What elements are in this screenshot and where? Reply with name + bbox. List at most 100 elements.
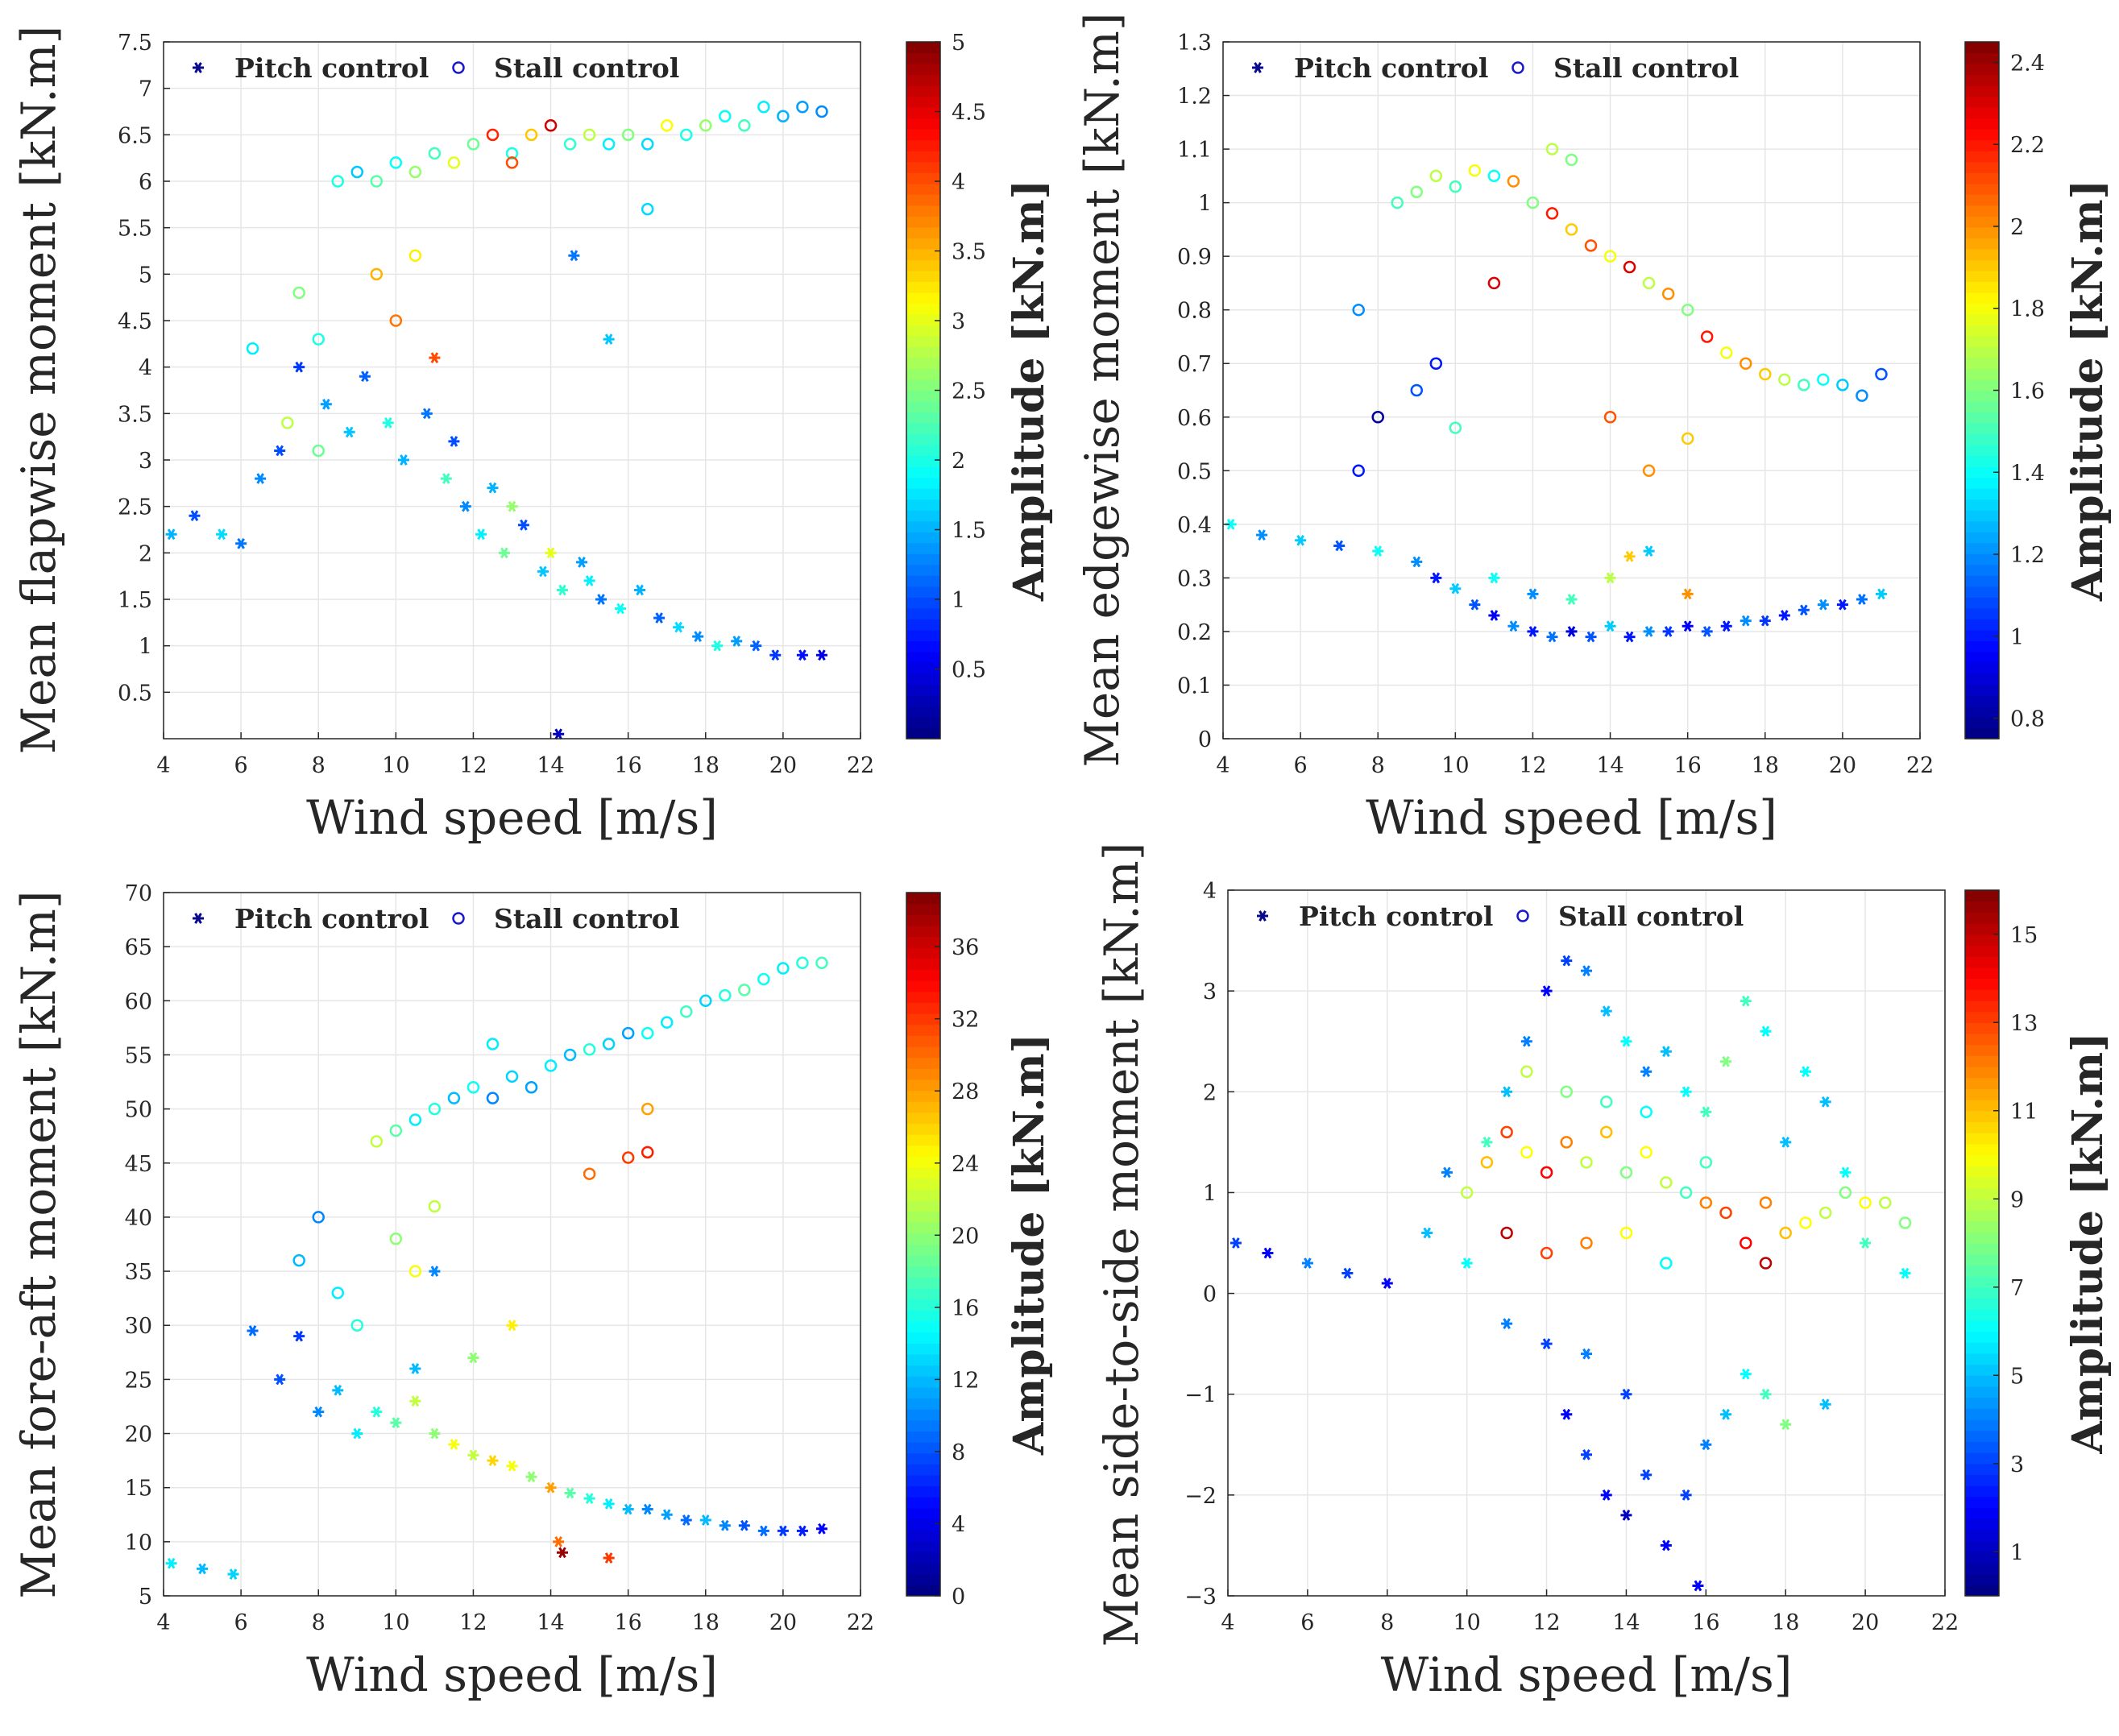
stall-point	[292, 1253, 305, 1267]
stall-point	[660, 119, 674, 132]
colorbar-segment	[1965, 1243, 1999, 1255]
pitch-point	[1778, 610, 1790, 621]
colorbar-segment	[906, 586, 940, 598]
stall-point	[641, 138, 654, 151]
colorbar-segment	[1965, 1121, 1999, 1133]
x-tick-label: 6	[234, 1610, 248, 1635]
stall-point	[1619, 1166, 1633, 1179]
pitch-point	[1720, 620, 1732, 632]
pitch-point	[553, 728, 565, 740]
stall-point	[699, 994, 712, 1008]
x-tick-label: 14	[537, 1610, 564, 1635]
colorbar-segment	[1965, 1077, 1999, 1089]
pitch-point	[1798, 604, 1810, 616]
stall-point	[1740, 1237, 1752, 1249]
colorbar-segment	[906, 1002, 940, 1014]
pitch-point	[1488, 572, 1500, 584]
colorbar-segment	[1965, 1011, 1999, 1023]
pitch-point	[475, 528, 487, 541]
colorbar-segment	[1965, 259, 1999, 271]
pitch-point	[1381, 1278, 1393, 1289]
colorbar-segment	[1965, 912, 1999, 924]
stall-point	[447, 1092, 461, 1104]
stall-point	[1540, 1246, 1553, 1260]
colorbar-tick-label: 8	[952, 1440, 965, 1465]
y-tick-label: −2	[1184, 1484, 1217, 1509]
colorbar-segment	[1965, 64, 1999, 76]
colorbar-segment	[1965, 1209, 1999, 1222]
stall-point	[1580, 1156, 1593, 1169]
colorbar-segment	[1965, 151, 1999, 163]
colorbar-segment	[906, 379, 940, 392]
y-tick-label: 2	[139, 541, 152, 566]
y-tick-label: 0	[1198, 727, 1212, 752]
pitch-point	[506, 1460, 518, 1472]
stall-point	[815, 956, 828, 970]
colorbar-tick-label: 4	[952, 170, 965, 195]
colorbar-tick-label: 5	[952, 31, 965, 56]
pitch-point	[1585, 631, 1597, 643]
stall-point	[1520, 1065, 1533, 1079]
x-axis-label: Wind speed [m/s]	[1366, 790, 1777, 845]
stall-point	[1699, 1156, 1713, 1169]
colorbar-segment	[906, 1398, 940, 1410]
colorbar-segment	[1965, 281, 1999, 293]
colorbar-segment	[1965, 619, 1999, 631]
stall-point	[641, 1102, 654, 1116]
pitch-point	[1740, 1368, 1752, 1380]
colorbar-segment	[1965, 1353, 1999, 1365]
pitch-point	[1565, 594, 1578, 605]
x-tick-label: 12	[459, 1610, 487, 1635]
colorbar-segment	[1965, 1133, 1999, 1145]
colorbar-segment	[906, 1222, 940, 1234]
legend: Pitch control Stall control	[193, 52, 679, 84]
axes-box	[163, 41, 861, 740]
colorbar-tick-label: 1	[2010, 1540, 2024, 1565]
stall-point	[757, 972, 770, 986]
pitch-point	[1640, 1066, 1652, 1078]
legend: Pitch control Stall control	[1252, 52, 1739, 84]
pitch-point	[371, 1406, 383, 1418]
stall-point	[428, 1199, 442, 1213]
stall-point	[796, 956, 809, 970]
colorbar-segment	[1965, 520, 1999, 532]
stall-point	[1460, 1186, 1474, 1199]
colorbar-segment	[906, 325, 940, 337]
colorbar-segment	[906, 1419, 940, 1431]
stall-point	[1599, 1096, 1613, 1108]
colorbar-tick-label: 1.2	[2010, 543, 2045, 568]
colorbar-tick-label: 36	[952, 935, 979, 960]
colorbar: 0.5 1 1.5 2 2.5 3 3.5 4 4.5 5 Amplitude [kN.m]	[906, 31, 1054, 740]
pitch-point	[421, 408, 433, 420]
pitch-point	[595, 594, 608, 605]
stall-point	[1410, 383, 1424, 397]
pitch-point	[1643, 626, 1655, 637]
colorbar-segment	[906, 619, 940, 631]
pitch-point	[815, 1523, 827, 1535]
colorbar-tick-label: 2.4	[2010, 51, 2045, 76]
stall-point	[544, 1059, 558, 1072]
pitch-point	[1860, 1237, 1872, 1249]
pitch-point	[487, 1455, 499, 1466]
colorbar-segment	[1965, 901, 1999, 913]
colorbar-segment	[906, 1343, 940, 1355]
pitch-point	[467, 1449, 479, 1461]
colorbar-segment	[906, 958, 940, 971]
colorbar-segment	[1965, 1088, 1999, 1100]
colorbar-segment	[1965, 1044, 1999, 1056]
x-tick-label: 12	[459, 753, 487, 778]
pitch-point	[796, 1525, 808, 1537]
pitch-point	[1507, 620, 1520, 632]
colorbar-segment	[906, 1310, 940, 1322]
colorbar-segment	[906, 412, 940, 424]
colorbar-segment	[1965, 183, 1999, 195]
pitch-point	[719, 1519, 731, 1531]
y-axis-label: Mean edgewise moment [kN.m]	[1075, 13, 1130, 768]
x-tick-label: 8	[1380, 1610, 1394, 1635]
stall-point	[680, 128, 693, 142]
pitch-point	[1701, 626, 1713, 637]
stall-point	[1778, 373, 1791, 386]
stall-point	[1429, 357, 1443, 370]
x-tick-label: 6	[1294, 753, 1308, 778]
stall-point	[757, 100, 770, 114]
